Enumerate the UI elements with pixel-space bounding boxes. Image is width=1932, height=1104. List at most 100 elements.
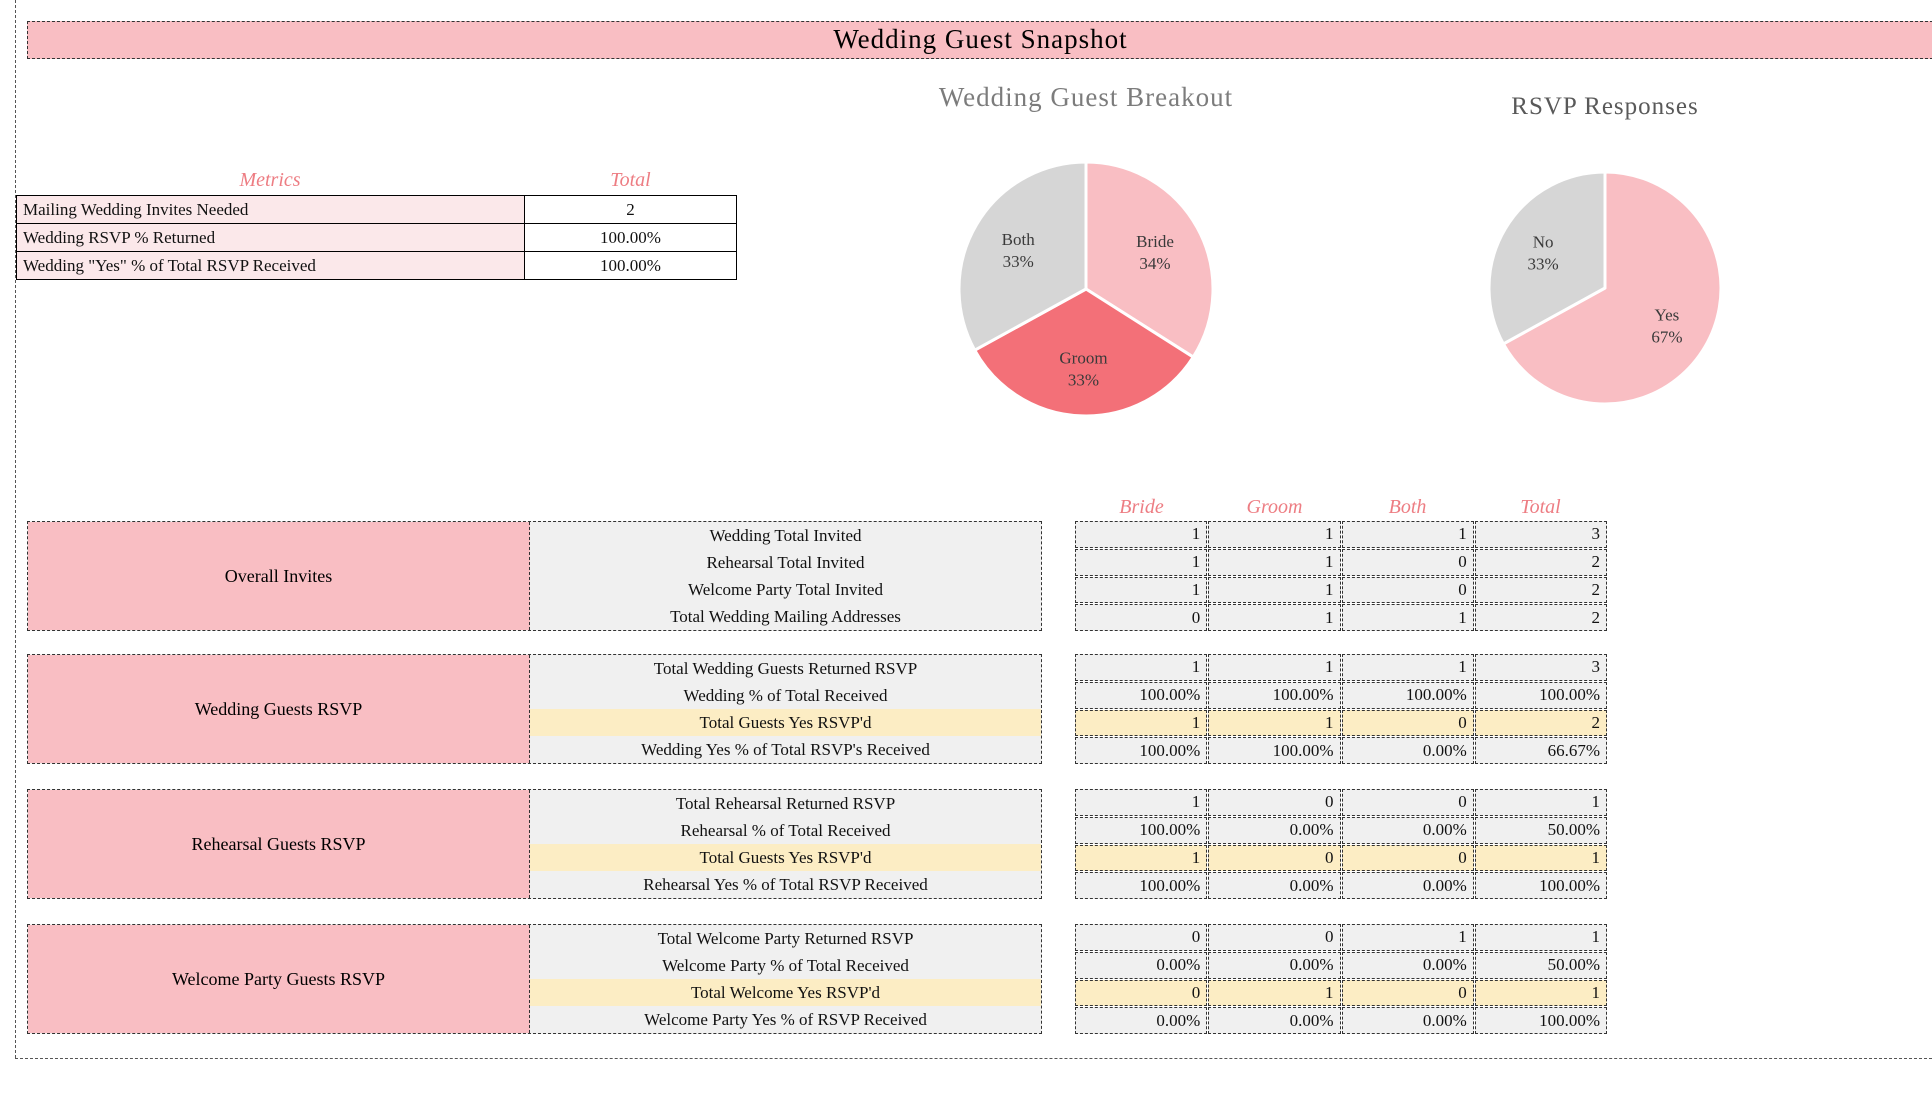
data-cell[interactable]: 100.00%: [1208, 681, 1341, 709]
pie-chart-rsvp-responses[interactable]: Yes 67% No 33%: [1485, 168, 1725, 408]
column-header-both[interactable]: Both: [1388, 496, 1427, 518]
pie-slice-no[interactable]: [1487, 170, 1607, 346]
column-header-bride[interactable]: Bride: [1119, 496, 1164, 518]
data-cell[interactable]: 0: [1075, 924, 1208, 951]
data-cell[interactable]: 1: [1075, 548, 1208, 576]
row-label[interactable]: Rehearsal Total Invited: [706, 552, 865, 572]
data-cell[interactable]: 1: [1208, 604, 1341, 631]
column-header-groom[interactable]: Groom: [1246, 496, 1303, 518]
data-cell[interactable]: 2: [1474, 576, 1607, 604]
data-cell[interactable]: 1: [1341, 654, 1474, 681]
data-cell[interactable]: 100.00%: [1075, 872, 1208, 899]
data-cell[interactable]: 1: [1075, 789, 1208, 816]
metric-value[interactable]: 100.00%: [524, 252, 736, 279]
pie-slice-both[interactable]: [957, 160, 1088, 352]
metrics-header-metrics[interactable]: Metrics: [239, 169, 301, 191]
data-cell[interactable]: 1: [1075, 844, 1208, 872]
data-cell[interactable]: 2: [1474, 709, 1607, 737]
data-cell[interactable]: 1: [1341, 604, 1474, 631]
data-cell[interactable]: 1: [1474, 789, 1607, 816]
section-title[interactable]: Wedding Guests RSVP: [28, 655, 530, 763]
data-cell[interactable]: 50.00%: [1474, 951, 1607, 979]
section-title[interactable]: Overall Invites: [28, 522, 530, 630]
data-cell[interactable]: 0.00%: [1341, 816, 1474, 844]
data-cell[interactable]: 1: [1075, 521, 1208, 548]
row-label[interactable]: Total Wedding Mailing Addresses: [670, 606, 901, 626]
data-cell[interactable]: 0.00%: [1341, 737, 1474, 764]
data-cell[interactable]: 1: [1075, 709, 1208, 737]
data-cell[interactable]: 1: [1208, 654, 1341, 681]
row-label[interactable]: Wedding Yes % of Total RSVP's Received: [641, 739, 930, 759]
column-header-total[interactable]: Total: [1520, 496, 1561, 518]
data-cell[interactable]: 100.00%: [1474, 1007, 1607, 1034]
data-cell[interactable]: 0: [1075, 979, 1208, 1007]
section-title[interactable]: Rehearsal Guests RSVP: [28, 790, 530, 898]
data-cell[interactable]: 0: [1341, 979, 1474, 1007]
data-cell[interactable]: 3: [1474, 521, 1607, 548]
data-cell[interactable]: 0: [1208, 844, 1341, 872]
data-cell[interactable]: 0: [1341, 709, 1474, 737]
data-cell[interactable]: 100.00%: [1075, 681, 1208, 709]
data-cell[interactable]: 1: [1208, 979, 1341, 1007]
data-cell[interactable]: 1: [1474, 844, 1607, 872]
row-label[interactable]: Total Rehearsal Returned RSVP: [675, 793, 896, 813]
data-cell[interactable]: 50.00%: [1474, 816, 1607, 844]
data-cell[interactable]: 0.00%: [1341, 872, 1474, 899]
row-label[interactable]: Total Welcome Yes RSVP'd: [530, 979, 1041, 1006]
data-cell[interactable]: 1: [1208, 521, 1341, 548]
data-cell[interactable]: 0: [1341, 844, 1474, 872]
data-cell[interactable]: 1: [1474, 924, 1607, 951]
data-cell[interactable]: 1: [1208, 548, 1341, 576]
metric-label[interactable]: Mailing Wedding Invites Needed: [17, 196, 524, 223]
data-cell[interactable]: 100.00%: [1208, 737, 1341, 764]
data-cell[interactable]: 0: [1341, 789, 1474, 816]
data-cell[interactable]: 100.00%: [1474, 681, 1607, 709]
data-cell[interactable]: 1: [1075, 654, 1208, 681]
data-cell[interactable]: 2: [1474, 604, 1607, 631]
data-cell[interactable]: 2: [1474, 548, 1607, 576]
row-label[interactable]: Total Guests Yes RSVP'd: [530, 709, 1041, 736]
metric-label[interactable]: Wedding "Yes" % of Total RSVP Received: [17, 252, 524, 279]
data-cell[interactable]: 0: [1341, 576, 1474, 604]
row-label[interactable]: Total Welcome Party Returned RSVP: [657, 928, 914, 948]
metrics-header-total[interactable]: Total: [610, 169, 651, 191]
pie-chart-wedding-guest-breakout[interactable]: Bride 34% Groom 33% Both 33%: [951, 154, 1221, 424]
section-title[interactable]: Welcome Party Guests RSVP: [28, 925, 530, 1033]
row-label[interactable]: Total Guests Yes RSVP'd: [530, 844, 1041, 871]
metric-label[interactable]: Wedding RSVP % Returned: [17, 224, 524, 251]
data-cell[interactable]: 0.00%: [1208, 1007, 1341, 1034]
data-cell[interactable]: 0.00%: [1208, 872, 1341, 899]
row-label[interactable]: Welcome Party Yes % of RSVP Received: [644, 1009, 927, 1029]
data-cell[interactable]: 1: [1075, 576, 1208, 604]
row-label[interactable]: Welcome Party Total Invited: [688, 579, 883, 599]
data-cell[interactable]: 1: [1474, 979, 1607, 1007]
data-cell[interactable]: 100.00%: [1474, 872, 1607, 899]
data-cell[interactable]: 3: [1474, 654, 1607, 681]
data-cell[interactable]: 0: [1208, 924, 1341, 951]
title-banner-cell[interactable]: Wedding Guest Snapshot: [27, 21, 1932, 59]
row-label[interactable]: Total Wedding Guests Returned RSVP: [653, 658, 918, 678]
data-cell[interactable]: 100.00%: [1341, 681, 1474, 709]
data-cell[interactable]: 1: [1208, 576, 1341, 604]
data-cell[interactable]: 0.00%: [1341, 1007, 1474, 1034]
row-label[interactable]: Rehearsal Yes % of Total RSVP Received: [643, 874, 928, 894]
data-cell[interactable]: 0.00%: [1075, 1007, 1208, 1034]
row-label[interactable]: Rehearsal % of Total Received: [680, 820, 891, 840]
data-cell[interactable]: 0.00%: [1341, 951, 1474, 979]
row-label[interactable]: Welcome Party % of Total Received: [662, 955, 909, 975]
data-cell[interactable]: 1: [1341, 521, 1474, 548]
row-label[interactable]: Wedding % of Total Received: [683, 685, 888, 705]
pie-slice-yes[interactable]: [1501, 170, 1723, 406]
data-cell[interactable]: 0: [1075, 604, 1208, 631]
data-cell[interactable]: 100.00%: [1075, 737, 1208, 764]
data-cell[interactable]: 1: [1208, 709, 1341, 737]
data-cell[interactable]: 0.00%: [1208, 816, 1341, 844]
data-cell[interactable]: 0: [1208, 789, 1341, 816]
data-cell[interactable]: 0: [1341, 548, 1474, 576]
row-label[interactable]: Wedding Total Invited: [709, 525, 862, 545]
data-cell[interactable]: 100.00%: [1075, 816, 1208, 844]
metric-value[interactable]: 100.00%: [524, 224, 736, 251]
data-cell[interactable]: 0.00%: [1075, 951, 1208, 979]
data-cell[interactable]: 1: [1341, 924, 1474, 951]
metric-value[interactable]: 2: [524, 196, 736, 223]
